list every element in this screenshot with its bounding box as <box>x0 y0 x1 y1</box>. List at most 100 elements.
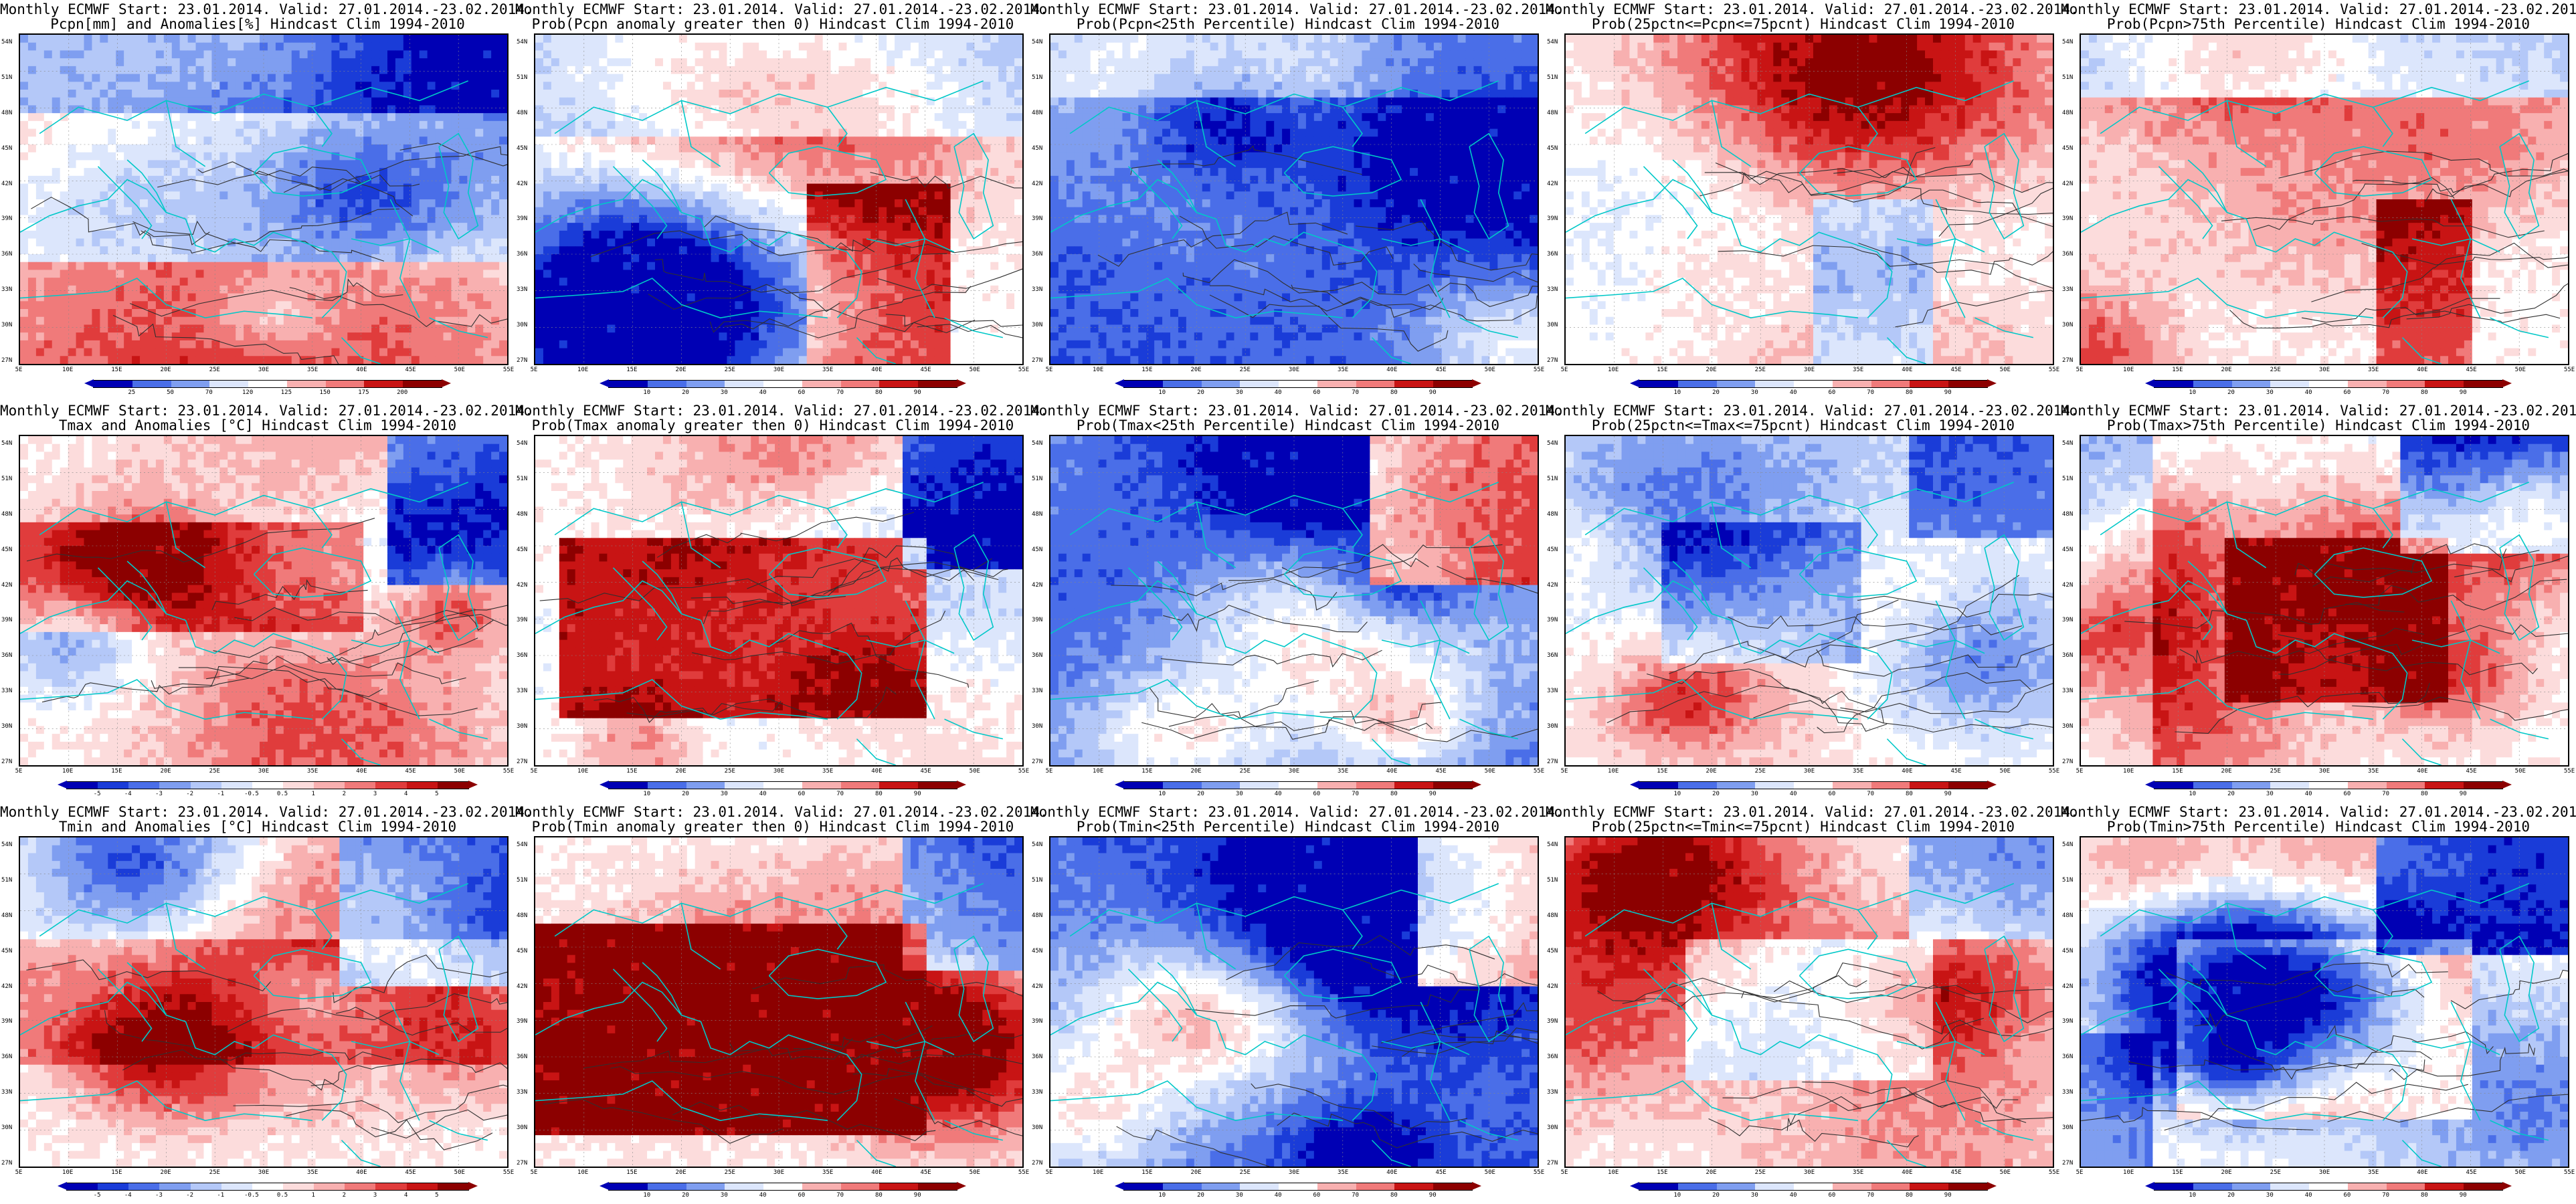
lat-tick-label: 45N <box>1 546 12 553</box>
colorbar-tick-label: 200 <box>397 389 407 396</box>
lon-tick-label: 5E <box>15 768 23 775</box>
coastlines <box>20 883 488 1167</box>
colorbar-tick-label: 10 <box>643 1192 650 1199</box>
lat-tick-label: 42N <box>1547 181 1558 187</box>
colorbar-tick-label: 60 <box>2343 791 2351 797</box>
colorbar-tick-label: 90 <box>1429 1192 1437 1199</box>
colorbar-tick-label: 60 <box>2343 1192 2351 1199</box>
lon-axis: 5E 10E 15E 20E 25E 30E 35E 40E 45E 50E 55E <box>1046 1169 1545 1179</box>
lon-tick-label: 20E <box>160 1169 171 1176</box>
colorbar-tick-label: 20 <box>1712 389 1720 396</box>
lat-tick-label: 54N <box>1032 39 1042 45</box>
lat-tick-label: 48N <box>2062 912 2073 919</box>
lon-tick-label: 30E <box>2319 367 2330 373</box>
map-gridlines <box>2081 436 2568 765</box>
lon-tick-label: 5E <box>1561 768 1568 775</box>
lon-tick-label: 35E <box>1853 1169 1863 1176</box>
lon-tick-label: 30E <box>258 1169 269 1176</box>
lat-tick-label: 36N <box>1547 652 1558 659</box>
lat-tick-label: 27N <box>1547 1160 1558 1167</box>
colorbar <box>1630 781 1997 789</box>
lat-tick-label: 48N <box>2062 511 2073 518</box>
colorbar <box>2145 379 2512 388</box>
colorbar-tick-label: 10 <box>1673 389 1681 396</box>
lat-tick-label: 42N <box>1032 582 1042 589</box>
lon-tick-label: 35E <box>1338 367 1348 373</box>
map-panel: Monthly ECMWF Start: 23.01.2014. Valid: … <box>2061 0 2576 401</box>
lon-tick-label: 5E <box>2076 367 2084 373</box>
lon-axis: 5E 10E 15E 20E 25E 30E 35E 40E 45E 50E 55E <box>2076 768 2575 777</box>
colorbar <box>1630 379 1997 388</box>
lat-tick-label: 48N <box>1032 511 1042 518</box>
colorbar-tick-label: 70 <box>1867 1192 1874 1199</box>
lat-tick-label: 48N <box>1 912 12 919</box>
colorbar <box>58 781 478 789</box>
lon-tick-label: 5E <box>531 768 538 775</box>
lat-axis: 54N 51N 48N 45N 42N 39N 36N 33N 30N 27N <box>1546 33 1564 365</box>
lon-tick-label: 10E <box>2123 1169 2134 1176</box>
lat-tick-label: 51N <box>2062 877 2073 884</box>
coastlines <box>1050 883 1519 1167</box>
colorbar-tick-label: 70 <box>1352 791 1359 797</box>
lat-tick-label: 51N <box>1547 476 1558 482</box>
lat-tick-label: 33N <box>517 1089 527 1096</box>
map-canvas <box>1050 35 1538 364</box>
map-canvas <box>2081 837 2568 1167</box>
lon-tick-label: 20E <box>1706 367 1716 373</box>
lat-tick-label: 54N <box>517 39 527 45</box>
coastlines <box>535 482 1004 765</box>
colorbar-ticks: 10 20 30 40 60 70 80 90 <box>1123 791 1471 800</box>
colorbar-tick-label: 20 <box>2227 1192 2235 1199</box>
colorbar-tick-label: 0.5 <box>277 791 288 797</box>
forecast-map <box>19 836 509 1168</box>
lon-tick-label: 5E <box>15 367 23 373</box>
panel-title-line2: Prob(Pcpn anomaly greater then 0) Hindca… <box>515 16 1030 32</box>
lon-axis: 5E 10E 15E 20E 25E 30E 35E 40E 45E 50E 55E <box>1561 768 2060 777</box>
coastlines <box>1566 883 2034 1167</box>
lat-tick-label: 51N <box>1547 74 1558 81</box>
lon-tick-label: 30E <box>2319 768 2330 775</box>
lon-tick-label: 50E <box>970 1169 980 1176</box>
colorbar-tick-label: 4 <box>404 1192 407 1199</box>
panel-title-line2: Prob(25pctn<=Tmax<=75pcnt) Hindcast Clim… <box>1546 417 2061 433</box>
lon-tick-label: 10E <box>1608 1169 1619 1176</box>
map-gridlines <box>20 436 507 765</box>
lat-tick-label: 42N <box>1032 983 1042 990</box>
colorbar-tick-label: 150 <box>320 389 331 396</box>
lon-tick-label: 30E <box>258 768 269 775</box>
lat-tick-label: 36N <box>517 251 527 258</box>
lon-tick-label: 45E <box>2466 1169 2476 1176</box>
map-gridlines <box>20 35 507 364</box>
lat-tick-label: 48N <box>1547 912 1558 919</box>
colorbar-tick-label: 30 <box>1236 791 1243 797</box>
lon-tick-label: 35E <box>307 1169 318 1176</box>
lat-tick-label: 48N <box>1547 511 1558 518</box>
lon-tick-label: 25E <box>1240 1169 1251 1176</box>
colorbar-tick-label: 80 <box>1906 389 1913 396</box>
map-panel: Monthly ECMWF Start: 23.01.2014. Valid: … <box>1030 803 1564 1204</box>
lon-tick-label: 10E <box>62 768 73 775</box>
lon-tick-label: 25E <box>1755 1169 1766 1176</box>
lat-tick-label: 51N <box>517 74 527 81</box>
colorbar-tick-label: 40 <box>1790 1192 1797 1199</box>
map-panel: Monthly ECMWF Start: 23.01.2014. Valid: … <box>515 0 1048 401</box>
lon-tick-label: 45E <box>920 367 931 373</box>
colorbar-tick-label: 20 <box>2227 389 2235 396</box>
panel-title-line1: Monthly ECMWF Start: 23.01.2014. Valid: … <box>1546 804 2079 820</box>
lat-tick-label: 36N <box>517 652 527 659</box>
shaded-field <box>1050 35 1538 364</box>
colorbar-tick-label: -2 <box>186 1192 193 1199</box>
lon-tick-label: 55E <box>1534 367 1544 373</box>
colorbar-ticks: 10 20 30 40 60 70 80 90 <box>2154 389 2502 399</box>
colorbar-tick-label: 3 <box>373 1192 377 1199</box>
panel-title-line2: Prob(Tmax>75th Percentile) Hindcast Clim… <box>2061 417 2576 433</box>
lat-tick-label: 54N <box>2062 39 2073 45</box>
forecast-map <box>1564 836 2054 1168</box>
panel-title-line2: Prob(Tmin anomaly greater then 0) Hindca… <box>515 819 1030 835</box>
lon-tick-label: 55E <box>503 1169 514 1176</box>
lat-tick-label: 42N <box>2062 181 2073 187</box>
lat-axis: 54N 51N 48N 45N 42N 39N 36N 33N 30N 27N <box>515 836 534 1168</box>
map-gridlines <box>535 436 1022 765</box>
colorbar-tick-label: 30 <box>721 389 728 396</box>
lon-tick-label: 15E <box>2172 1169 2183 1176</box>
